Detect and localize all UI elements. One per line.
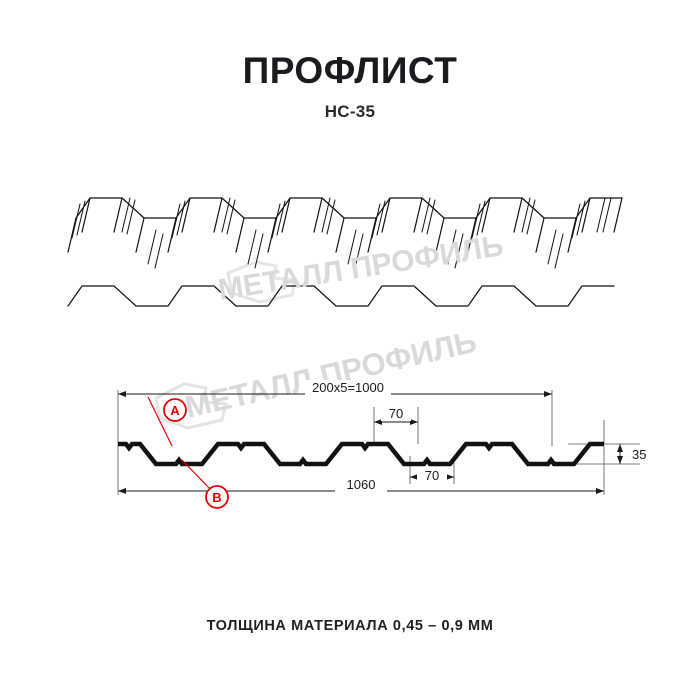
callout-b-label: B — [212, 490, 221, 505]
iso-sheet-outline — [67, 197, 623, 307]
profile-outline — [118, 441, 604, 467]
watermark-text-section: МЕТАЛЛ ПРОФИЛЬ — [182, 324, 480, 425]
dim-label-pitch-total: 200x5=1000 — [312, 380, 384, 395]
watermark-logo-iso — [226, 260, 297, 304]
callout-b-leader — [181, 459, 213, 492]
callout-b-circle — [205, 485, 229, 509]
page-footer: ТОЛЩИНА МАТЕРИАЛА 0,45 – 0,9 ММ — [0, 618, 700, 634]
material-thickness-text: ТОЛЩИНА МАТЕРИАЛА 0,45 – 0,9 ММ — [206, 618, 494, 634]
dim-label-overall-width: 1060 — [347, 477, 376, 492]
callout-a: A — [147, 396, 187, 447]
section-view: МЕТАЛЛ ПРОФИЛЬ — [60, 324, 660, 530]
isometric-profile-svg: МЕТАЛЛ ПРОФИЛЬ — [67, 197, 623, 307]
page-header: ПРОФЛИСТ НС-35 — [0, 52, 700, 122]
watermark-text-iso: МЕТАЛЛ ПРОФИЛЬ — [216, 229, 506, 307]
iso-stiffener-lines — [71, 197, 612, 269]
callout-a-circle — [163, 398, 187, 422]
dim-label-rib-bottom: 70 — [425, 468, 439, 483]
page-subtitle: НС-35 — [324, 102, 376, 121]
cross-section-svg: МЕТАЛЛ ПРОФИЛЬ — [117, 324, 646, 509]
isometric-view: МЕТАЛЛ ПРОФИЛЬ — [60, 180, 640, 320]
callout-a-label: A — [170, 403, 180, 418]
callout-a-leader — [147, 396, 173, 447]
callout-b: B — [181, 459, 229, 509]
dim-label-height: 35 — [632, 447, 646, 462]
watermark-logo-section — [154, 382, 228, 430]
iso-depth-lines — [81, 197, 591, 253]
page-title: ПРОФЛИСТ — [242, 50, 458, 91]
dimension-labels: 200x5=1000 70 70 1060 35 — [305, 380, 646, 493]
dim-label-rib-top: 70 — [389, 406, 403, 421]
